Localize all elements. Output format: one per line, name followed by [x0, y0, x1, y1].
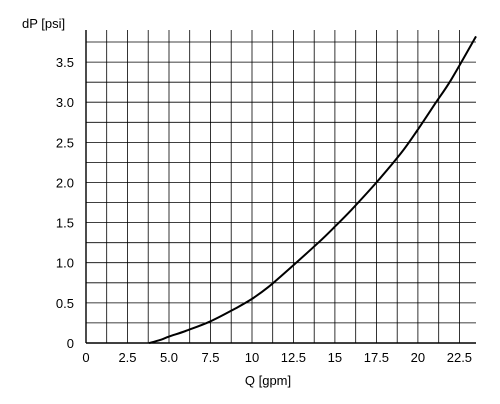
- series: [148, 35, 477, 344]
- x-tick-label: 20: [411, 350, 425, 365]
- x-tick-label: 17.5: [364, 350, 389, 365]
- y-tick-label: 2.0: [56, 176, 74, 191]
- x-tick-label: 12.5: [281, 350, 306, 365]
- y-axis-label: dP [psi]: [22, 16, 65, 31]
- series-line: [148, 35, 477, 344]
- y-tick-label: 0: [67, 336, 74, 351]
- x-axis-label: Q [gpm]: [245, 373, 291, 388]
- x-tick-label: 2.5: [118, 350, 136, 365]
- x-tick-label: 0: [82, 350, 89, 365]
- grid: [86, 30, 476, 343]
- x-tick-label: 22.5: [447, 350, 472, 365]
- y-tick-label: 1.5: [56, 216, 74, 231]
- y-tick-label: 2.5: [56, 135, 74, 150]
- y-tick-label: 1.0: [56, 256, 74, 271]
- y-tick-label: 3.0: [56, 95, 74, 110]
- x-tick-label: 10: [245, 350, 259, 365]
- tick-labels: 0 2.5 5.0 7.5 10 12.5 15 17.5 20 22.5 0 0.5 1.0 1.5 2.…: [56, 55, 472, 365]
- x-tick-label: 15: [328, 350, 342, 365]
- y-tick-label: 3.5: [56, 55, 74, 70]
- x-tick-label: 5.0: [160, 350, 178, 365]
- x-tick-label: 7.5: [201, 350, 219, 365]
- y-tick-label: 0.5: [56, 296, 74, 311]
